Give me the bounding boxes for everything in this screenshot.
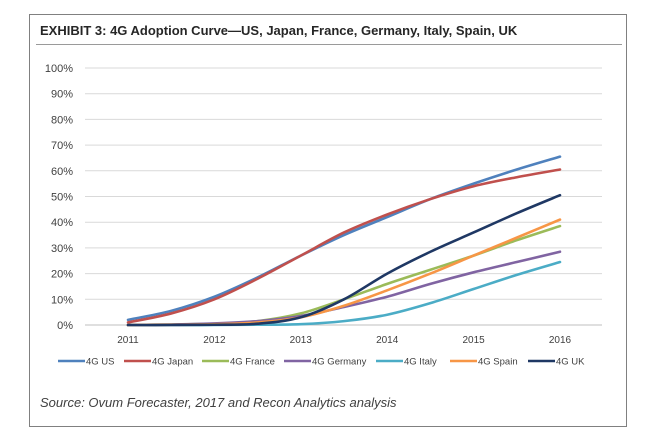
series-line-4g-uk [126,193,562,327]
legend-label-4g-france: 4G France [230,357,275,368]
chart-title: EXHIBIT 3: 4G Adoption Curve—US, Japan, … [40,23,518,38]
y-tick-label: 50% [51,192,73,204]
y-axis-ticks: 0% 10% 20% 30% 40% 50% 60% 70% 80% 90% 100% [45,63,73,332]
grid-lines [85,67,602,326]
x-tick-label: 2016 [549,335,572,346]
y-tick-label: 40% [51,217,73,229]
legend-label-4g-italy: 4G Italy [404,357,437,368]
legend-label-4g-uk: 4G UK [556,357,585,368]
legend: 4G US 4G Japan 4G France 4G Germany 4G Italy… [58,357,585,368]
series-line-4g-france [126,224,562,327]
y-tick-label: 10% [51,294,73,306]
series-lines [126,155,562,327]
x-tick-label: 2012 [203,335,226,346]
chart-frame [29,14,627,427]
y-tick-label: 90% [51,89,73,101]
legend-label-4g-germany: 4G Germany [312,357,367,368]
x-tick-label: 2011 [117,335,139,346]
y-tick-label: 30% [51,243,73,255]
x-tick-label: 2015 [462,335,485,346]
x-tick-label: 2014 [376,335,399,346]
series-line-4g-germany [126,250,562,327]
y-tick-label: 0% [57,320,73,332]
chart-source: Source: Ovum Forecaster, 2017 and Recon … [40,395,397,410]
y-tick-label: 70% [51,140,73,152]
series-line-4g-japan [126,168,562,324]
y-tick-label: 60% [51,166,73,178]
series-line-4g-us [126,155,562,322]
y-tick-label: 100% [45,63,73,75]
x-axis-ticks: 2011 2012 2013 2014 2015 2016 [117,335,571,346]
y-tick-label: 80% [51,114,73,126]
legend-label-4g-japan: 4G Japan [152,357,193,368]
title-divider [36,44,622,45]
legend-label-4g-spain: 4G Spain [478,357,518,368]
y-tick-label: 20% [51,269,73,281]
x-tick-label: 2013 [290,335,313,346]
series-line-4g-italy [126,260,562,327]
legend-label-4g-us: 4G US [86,357,115,368]
